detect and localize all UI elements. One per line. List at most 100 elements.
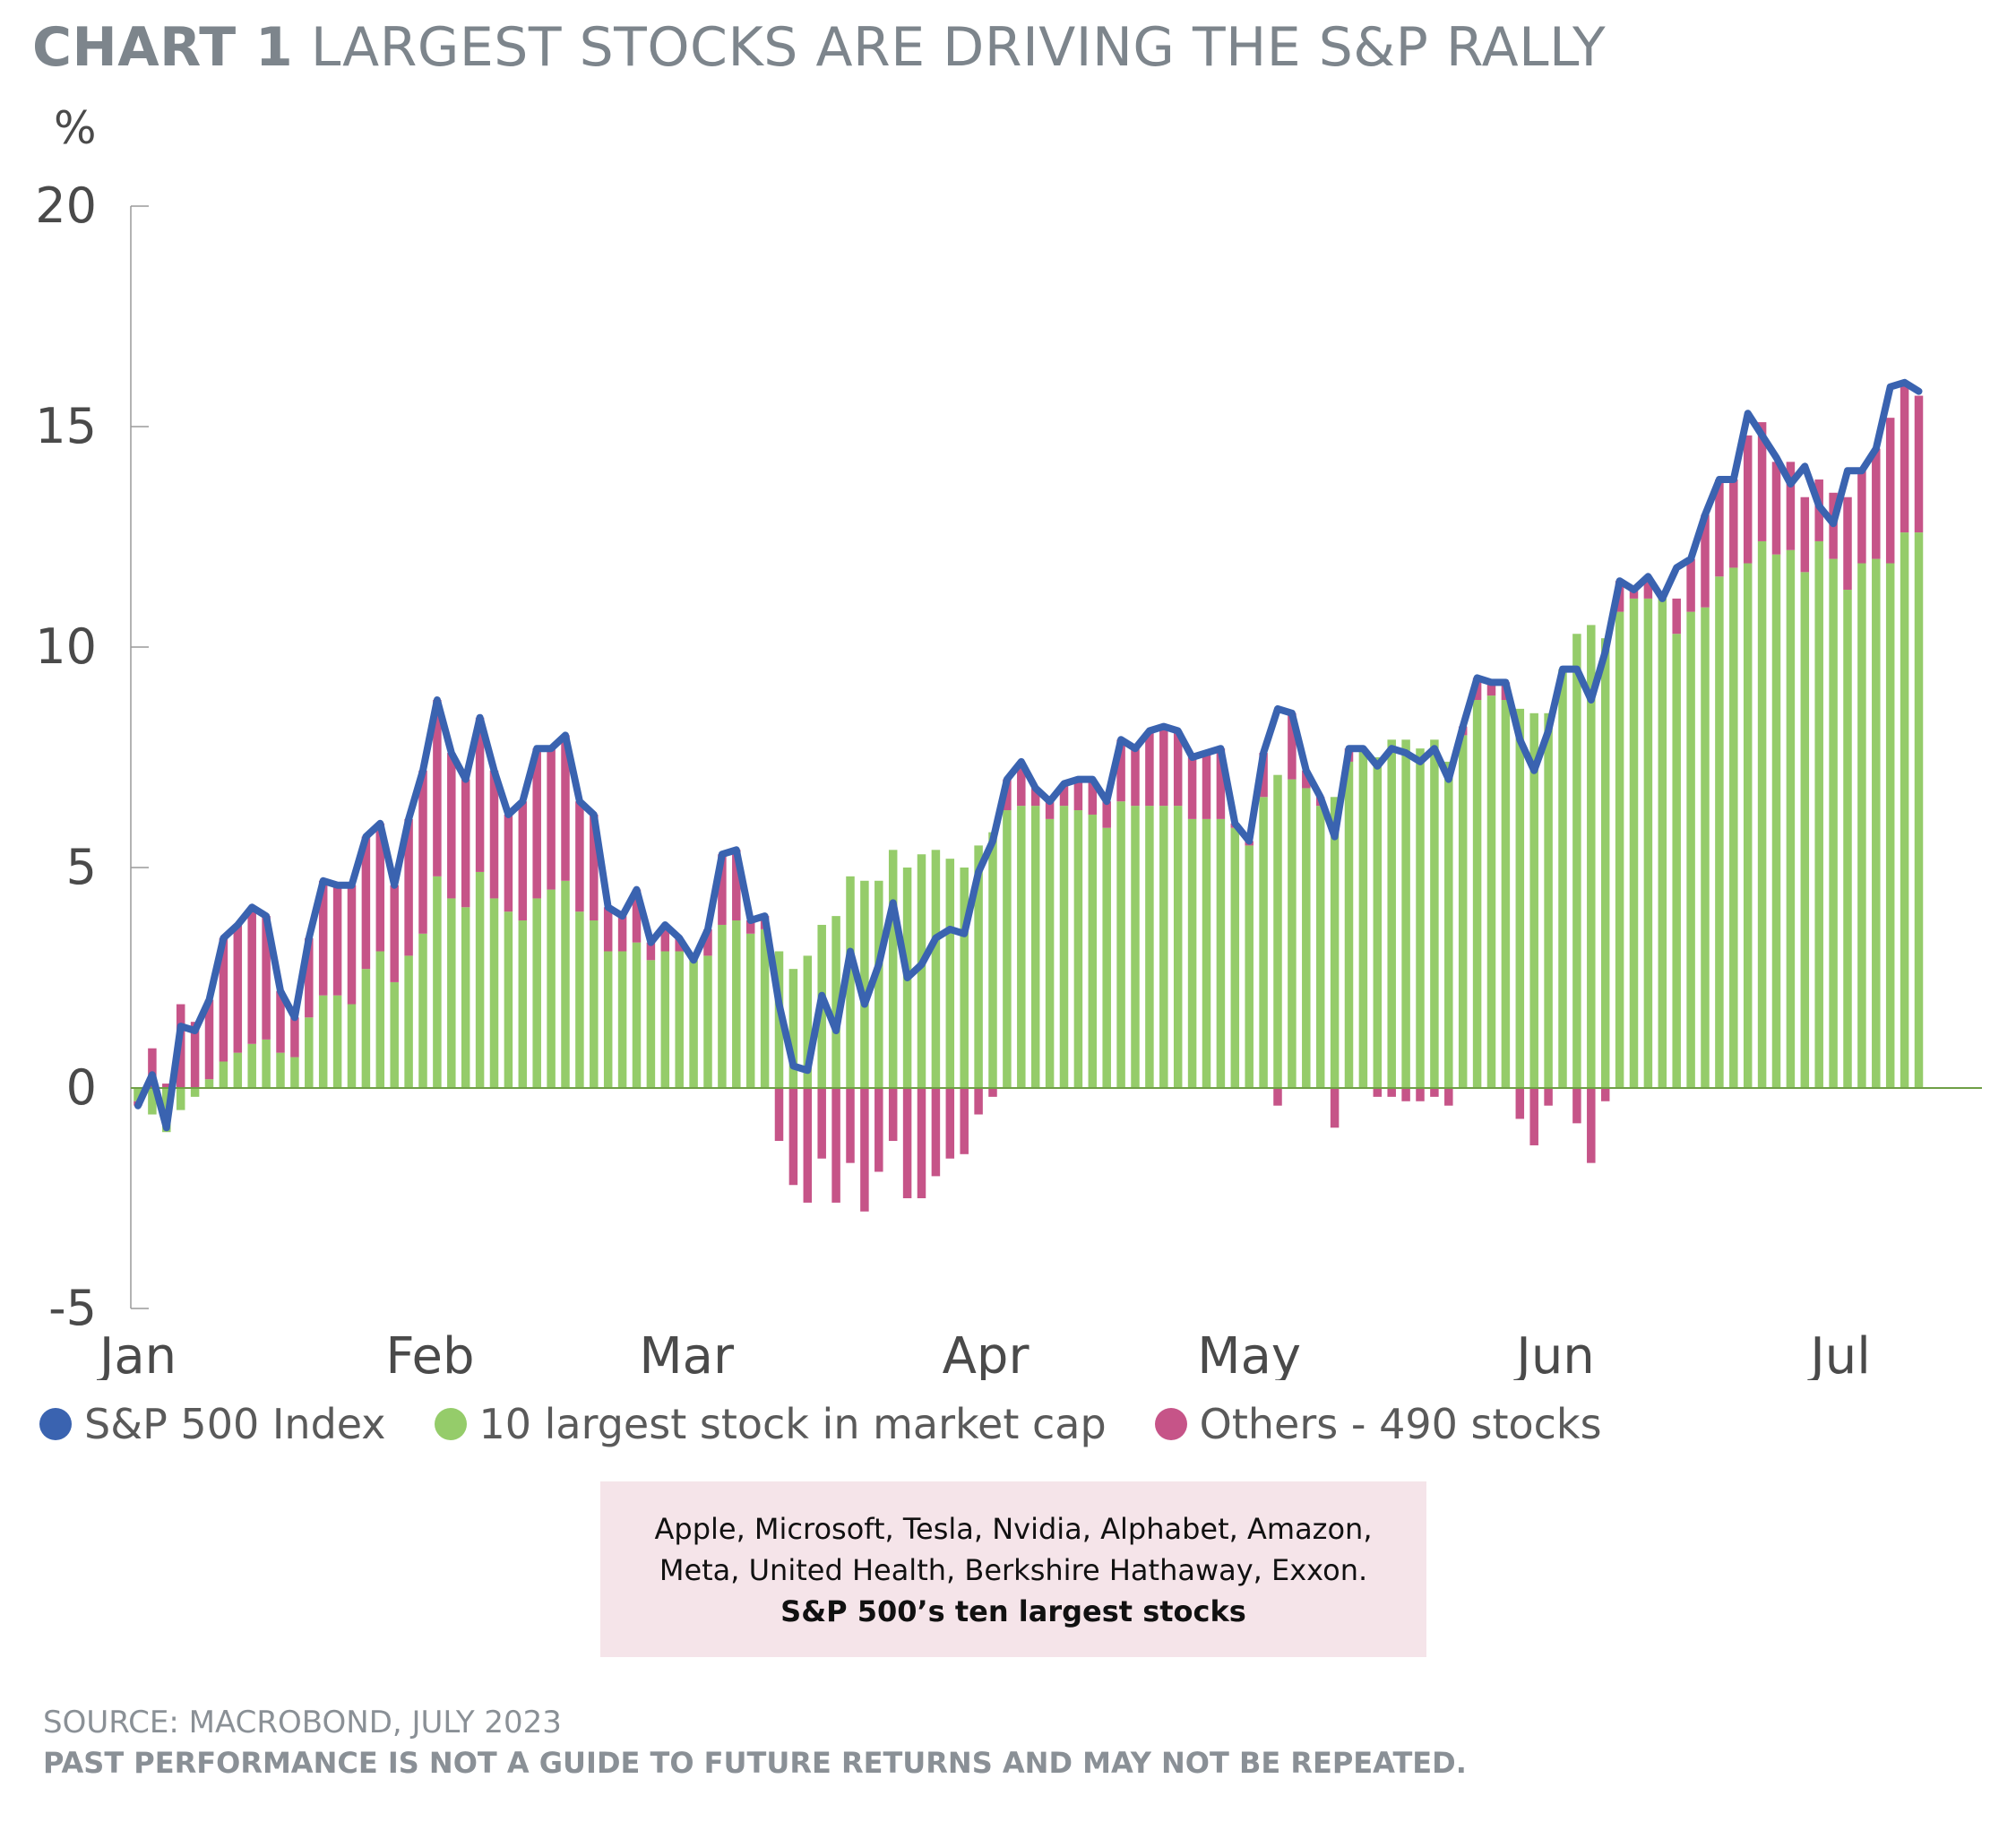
- bar-top10: [1715, 576, 1724, 1088]
- bar-others: [617, 916, 627, 952]
- bar-top10: [276, 1052, 285, 1088]
- bar-top10: [1544, 712, 1553, 1088]
- bar-others: [1202, 753, 1211, 819]
- bar-others: [1387, 1088, 1396, 1097]
- bar-top10: [1416, 748, 1425, 1088]
- note-line-1: Apple, Microsoft, Tesla, Nvidia, Alphabe…: [654, 1512, 1373, 1546]
- sp500-index-line: [134, 378, 1923, 1132]
- bar-others: [1073, 779, 1083, 811]
- bar-top10: [176, 1088, 185, 1110]
- bar-top10: [134, 1088, 142, 1101]
- bar-top10: [1358, 748, 1368, 1088]
- bar-top10: [1914, 532, 1924, 1088]
- bar-top10: [974, 845, 983, 1088]
- bar-others: [361, 836, 371, 970]
- bar-others: [1771, 462, 1781, 555]
- bar-top10: [1843, 590, 1852, 1088]
- bar-top10: [1003, 810, 1012, 1088]
- bar-others: [1102, 801, 1111, 828]
- y-tick-label: 5: [66, 839, 97, 895]
- bar-others: [1059, 783, 1069, 807]
- bar-others: [1914, 395, 1924, 533]
- bar-top10: [1529, 712, 1538, 1088]
- x-tick-label: May: [1197, 1327, 1301, 1380]
- bar-others: [917, 1088, 926, 1198]
- bar-top10: [1501, 700, 1511, 1088]
- bar-top10: [1729, 567, 1738, 1088]
- bar-top10: [475, 871, 485, 1088]
- bar-others: [1643, 576, 1653, 599]
- bar-others: [305, 937, 314, 1018]
- bar-top10: [1900, 532, 1909, 1088]
- bar-others: [660, 924, 670, 952]
- bar-top10: [988, 832, 997, 1088]
- bar-top10: [888, 850, 898, 1088]
- bar-top10: [1701, 607, 1710, 1088]
- bar-others: [1401, 1088, 1410, 1101]
- bar-top10: [1643, 598, 1653, 1088]
- bar-others: [703, 928, 712, 956]
- bar-others: [204, 999, 214, 1080]
- bar-others: [1872, 448, 1881, 559]
- bar-top10: [219, 1061, 228, 1088]
- chart-title-lead: CHART 1: [32, 16, 294, 79]
- bar-top10: [1245, 845, 1254, 1088]
- legend-label-sp500: S&P 500 Index: [84, 1400, 386, 1448]
- bar-others: [1430, 1088, 1439, 1097]
- bar-top10: [1259, 797, 1268, 1088]
- bar-top10: [1373, 757, 1383, 1088]
- bar-others: [575, 801, 584, 912]
- note-heading: S&P 500’s ten largest stocks: [780, 1594, 1246, 1628]
- bar-top10: [590, 920, 599, 1088]
- bar-top10: [1486, 695, 1496, 1088]
- bar-top10: [960, 868, 969, 1088]
- bar-top10: [1302, 788, 1311, 1088]
- bar-top10: [1315, 806, 1325, 1088]
- bar-top10: [1515, 708, 1525, 1088]
- chart-title: CHART 1 LARGEST STOCKS ARE DRIVING THE S…: [32, 16, 1606, 79]
- bar-others: [433, 700, 442, 876]
- bar-others: [332, 885, 342, 996]
- bar-top10: [332, 995, 342, 1088]
- bar-others: [1045, 801, 1055, 819]
- bar-others: [774, 1088, 784, 1142]
- chart-title-text: LARGEST STOCKS ARE DRIVING THE S&P RALLY: [310, 16, 1607, 79]
- bar-others: [504, 814, 513, 912]
- bar-others: [375, 823, 385, 952]
- bar-top10: [547, 889, 556, 1088]
- bar-others: [561, 735, 570, 881]
- bar-others: [262, 916, 271, 1040]
- bar-others: [148, 1048, 157, 1088]
- bar-top10: [361, 969, 371, 1088]
- bar-others: [732, 850, 741, 921]
- bar-top10: [1073, 810, 1083, 1088]
- bar-top10: [732, 920, 741, 1088]
- x-tick-label: Mar: [639, 1327, 735, 1380]
- legend-item-others: Others - 490 stocks: [1154, 1400, 1602, 1448]
- bar-others: [1187, 757, 1197, 819]
- bar-top10: [1572, 634, 1581, 1088]
- bar-others: [1416, 1088, 1425, 1101]
- x-tick-label: Apr: [943, 1327, 1030, 1380]
- bar-top10: [1059, 806, 1069, 1088]
- bar-top10: [1173, 806, 1183, 1088]
- bar-top10: [433, 876, 442, 1088]
- bar-top10: [504, 911, 513, 1088]
- bar-top10: [1587, 625, 1596, 1088]
- bar-top10: [1558, 669, 1567, 1088]
- bar-top10: [1757, 540, 1767, 1088]
- bar-top10: [1216, 818, 1226, 1088]
- bar-others: [447, 753, 456, 899]
- bar-others: [888, 1088, 898, 1142]
- bar-others: [404, 818, 413, 956]
- legend-label-others: Others - 490 stocks: [1199, 1400, 1602, 1448]
- bar-top10: [1116, 801, 1125, 1088]
- bar-top10: [461, 907, 470, 1088]
- bar-others: [1330, 1088, 1340, 1128]
- bar-others: [1302, 770, 1311, 789]
- legend-label-top10: 10 largest stock in market cap: [478, 1400, 1107, 1448]
- bar-others: [860, 1088, 869, 1212]
- bar-others: [290, 1017, 299, 1058]
- bar-top10: [1159, 806, 1168, 1088]
